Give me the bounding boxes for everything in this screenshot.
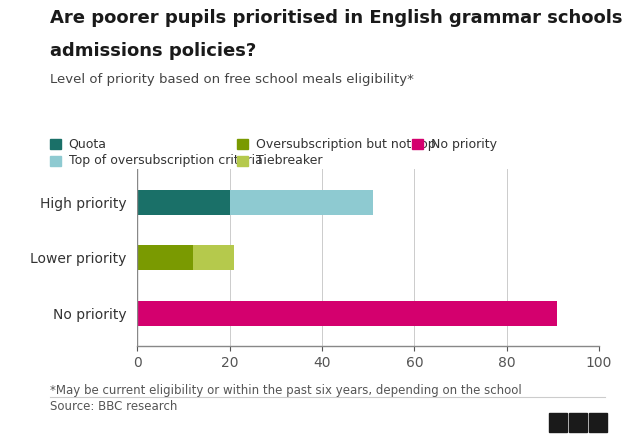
Text: Source: BBC research: Source: BBC research bbox=[50, 400, 177, 413]
Bar bbox=[193, 245, 234, 270]
Bar bbox=[137, 190, 230, 214]
Bar bbox=[137, 245, 193, 270]
Text: Oversubscription but not top: Oversubscription but not top bbox=[256, 138, 436, 151]
Text: Are poorer pupils prioritised in English grammar schools': Are poorer pupils prioritised in English… bbox=[50, 9, 624, 27]
Text: No priority: No priority bbox=[431, 138, 497, 151]
Text: Tiebreaker: Tiebreaker bbox=[256, 154, 323, 167]
Text: B: B bbox=[573, 417, 582, 427]
Text: Level of priority based on free school meals eligibility*: Level of priority based on free school m… bbox=[50, 73, 414, 86]
Text: Top of oversubscription criteria: Top of oversubscription criteria bbox=[69, 154, 263, 167]
Text: C: C bbox=[593, 417, 602, 427]
Bar bbox=[137, 301, 557, 325]
Text: Quota: Quota bbox=[69, 138, 107, 151]
Bar bbox=[230, 190, 373, 214]
Text: B: B bbox=[553, 417, 562, 427]
Text: admissions policies?: admissions policies? bbox=[50, 42, 256, 60]
Text: *May be current eligibility or within the past six years, depending on the schoo: *May be current eligibility or within th… bbox=[50, 384, 522, 397]
